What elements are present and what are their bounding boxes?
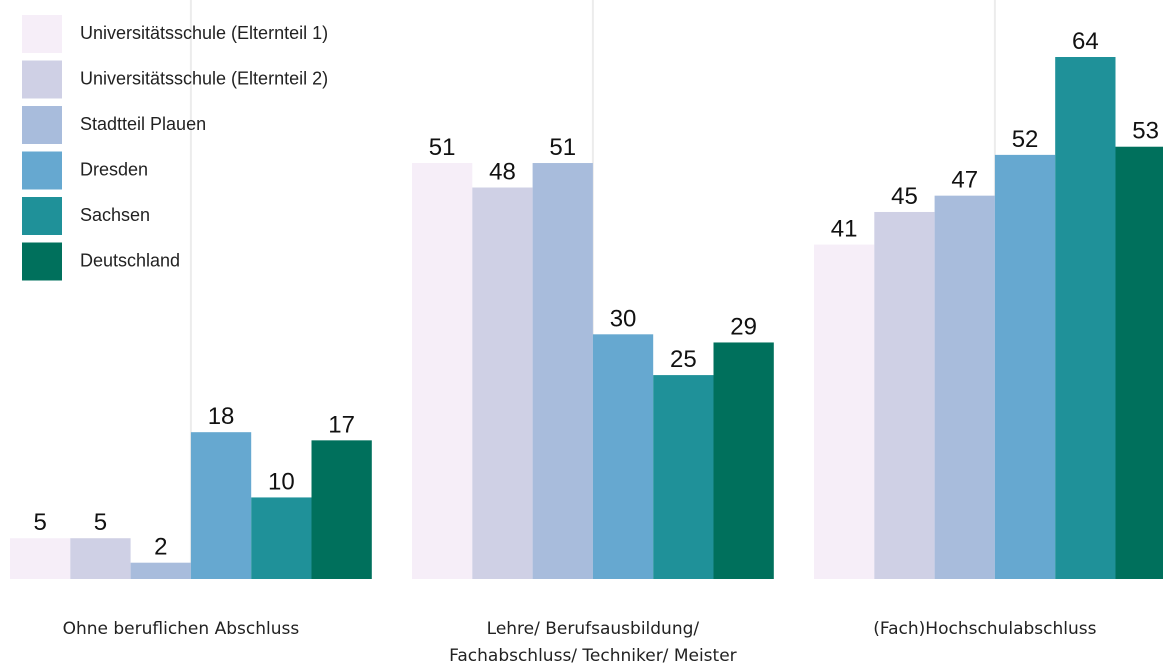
value-label: 17	[328, 411, 355, 438]
bar	[814, 244, 875, 579]
legend-swatch	[22, 242, 62, 281]
value-label: 30	[610, 305, 637, 332]
bar	[472, 187, 533, 579]
bar	[412, 163, 473, 579]
value-label: 2	[154, 534, 167, 561]
value-label: 5	[33, 509, 46, 536]
value-label: 10	[268, 468, 295, 495]
legend-label: Universitätsschule (Elternteil 2)	[80, 68, 328, 88]
legend-label: Sachsen	[80, 205, 150, 225]
value-label: 48	[489, 159, 516, 186]
value-label: 47	[951, 167, 978, 194]
legend-swatch	[22, 197, 62, 235]
value-label: 53	[1132, 118, 1159, 145]
bar	[70, 538, 131, 579]
bar	[1055, 57, 1116, 579]
legend-label: Dresden	[80, 159, 148, 179]
legend-swatch	[22, 151, 62, 190]
value-label: 18	[208, 403, 235, 430]
bar	[10, 538, 71, 579]
x-tick-label: Ohne beruflichen Abschluss	[62, 619, 300, 639]
bar	[934, 195, 995, 579]
legend-label: Stadtteil Plauen	[80, 114, 206, 134]
bar	[994, 154, 1056, 579]
legend-swatch	[22, 60, 62, 99]
value-label: 25	[670, 346, 697, 373]
value-label: 51	[549, 134, 576, 161]
bar	[311, 440, 372, 579]
bar	[532, 163, 593, 579]
bar	[1115, 146, 1163, 579]
value-label: 52	[1012, 126, 1039, 153]
value-label: 5	[94, 509, 107, 536]
x-tick-label: (Fach)Hochschulabschluss	[873, 619, 1097, 639]
value-label: 45	[891, 183, 918, 210]
bar	[190, 432, 252, 579]
bar	[592, 334, 654, 579]
legend-label: Universitätsschule (Elternteil 1)	[80, 23, 328, 43]
legend-label: Deutschland	[80, 250, 180, 270]
value-label: 51	[429, 134, 456, 161]
x-tick-label: Lehre/ Berufsausbildung/ Fachabschluss/ …	[449, 619, 737, 666]
legend-swatch	[22, 106, 62, 144]
bar	[874, 211, 935, 579]
bar	[251, 497, 312, 579]
legend-swatch	[22, 15, 62, 53]
bar	[130, 562, 191, 579]
bar	[713, 342, 774, 579]
value-label: 29	[730, 313, 757, 340]
value-label: 41	[831, 216, 858, 243]
value-label: 64	[1072, 28, 1099, 55]
bar	[653, 375, 714, 579]
